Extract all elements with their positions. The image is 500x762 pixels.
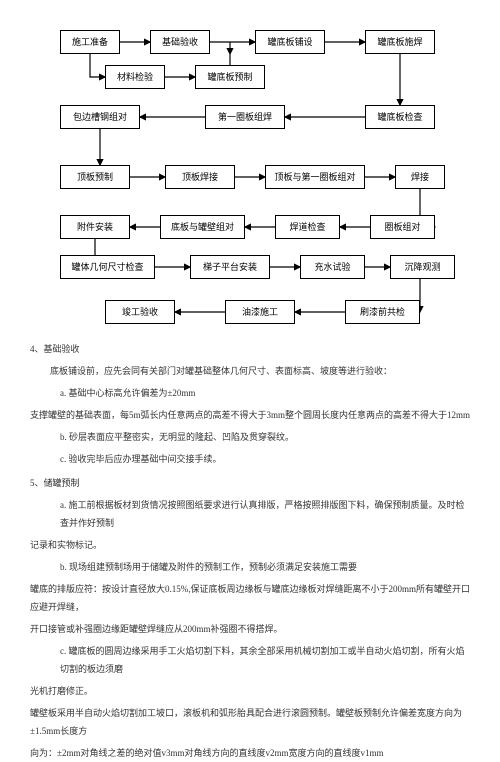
sec5-p1: 罐底的排版应符：按设计直径放大0.15%,保证底板周边缘板与罐底边缘板对焊缝距离… xyxy=(30,580,470,616)
sec4-c: c. 验收完毕后应办理基础中间交接手续。 xyxy=(30,450,470,468)
sec5-p3: 罐壁板采用半自动火焰切割加工坡口，滚板机和弧形胎具配合进行滚圆预制。罐壁板预制允… xyxy=(30,704,470,740)
process-flowchart: 施工准备基础验收罐底板铺设罐底板施焊材料检验罐底板预制包边槽钢组对第一圈板组焊罐… xyxy=(30,20,470,330)
flow-node-n10: 顶板预制 xyxy=(60,165,130,189)
sec5-c: c. 罐底板的圆周边缘采用手工火焰切割下料，其余全部采用机械切割加工或半自动火焰… xyxy=(30,642,470,678)
sec5-a: a. 施工前根据板材到货情况按照图纸要求进行认真排版，严格按照排版图下料，确保预… xyxy=(30,496,470,532)
sec5-a2: 记录和实物标记。 xyxy=(30,536,470,554)
sec4-p1: 底板铺设前，应先会同有关部门对罐基础整体几何尺寸、表面标高、坡度等进行验收： xyxy=(30,362,470,380)
flow-node-n4: 罐底板施焊 xyxy=(365,30,435,54)
section-4-title: 4、基础验收 xyxy=(30,340,470,358)
sec4-a: a. 基础中心标高允许偏差为±20mm xyxy=(30,384,470,402)
flow-node-n11: 顶板焊接 xyxy=(165,165,235,189)
flow-node-n17: 圈板组对 xyxy=(370,215,435,239)
sec5-p2: 开口接管或补强圈边缘距罐壁焊缝应从200mm补强圈不得搭焊。 xyxy=(30,620,470,638)
flow-node-n22: 竣工验收 xyxy=(105,300,175,324)
flow-node-n15: 底板与罐壁组对 xyxy=(160,215,245,239)
flow-node-n2: 基础验收 xyxy=(150,30,210,54)
flow-node-n21: 沉降观测 xyxy=(390,255,455,279)
sec5-c2: 光机打磨修正。 xyxy=(30,682,470,700)
flow-node-n18: 罐体几何尺寸检查 xyxy=(60,255,155,279)
sec4-p2: 支撑罐壁的基础表面，每5m弧长内任意两点的高差不得大于3mm整个圆周长度内任意两… xyxy=(30,406,470,424)
sec5-p4: 向为：±2mm对角线之差的绝对值v3mm对角线方向的直线度v2mm宽度方向的直线… xyxy=(30,744,470,762)
flow-node-n8: 第一圈板组焊 xyxy=(205,105,285,129)
flow-node-n12: 顶板与第一圈板组对 xyxy=(265,165,365,189)
flow-node-n23: 油漆施工 xyxy=(225,300,295,324)
flow-node-n19: 梯子平台安装 xyxy=(190,255,270,279)
flow-node-n6: 罐底板预制 xyxy=(195,65,265,89)
flow-node-n24: 刷漆前共检 xyxy=(345,300,420,324)
flow-node-n13: 焊接 xyxy=(395,165,445,189)
flow-node-n7: 包边槽钢组对 xyxy=(60,105,140,129)
flow-node-n5: 材料检验 xyxy=(105,65,165,89)
flow-node-n1: 施工准备 xyxy=(60,30,120,54)
flow-node-n14: 附件安装 xyxy=(60,215,130,239)
flow-node-n3: 罐底板铺设 xyxy=(255,30,325,54)
flow-node-n9: 罐底板检查 xyxy=(365,105,435,129)
section-5-title: 5、储罐预制 xyxy=(30,474,470,492)
flow-node-n16: 焊道检查 xyxy=(275,215,340,239)
flow-node-n20: 充水试验 xyxy=(300,255,365,279)
sec5-b: b. 现场组建预制场用于储罐及附件的预制工作，预制必须满足安装施工需要 xyxy=(30,558,470,576)
sec4-b: b. 砂层表面应平整密实，无明显的隆起、凹陷及贯穿裂纹。 xyxy=(30,428,470,446)
document-text: 4、基础验收 底板铺设前，应先会同有关部门对罐基础整体几何尺寸、表面标高、坡度等… xyxy=(30,340,470,762)
